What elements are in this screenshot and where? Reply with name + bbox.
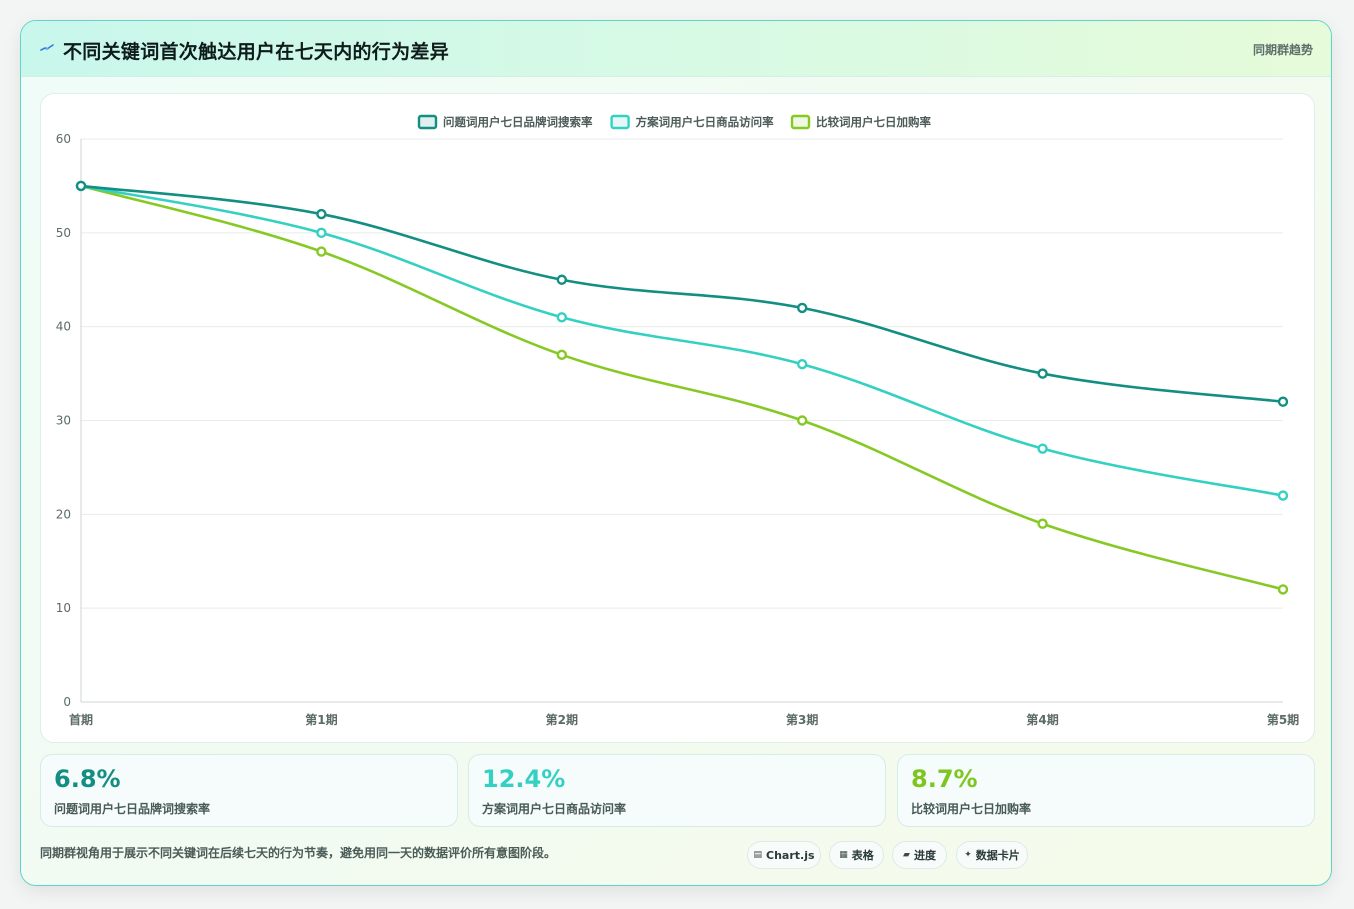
y-tick-label: 20: [56, 507, 71, 521]
footer-note: 同期群视角用于展示不同关键词在后续七天的行为节奏，避免用同一天的数据评价所有意图…: [40, 846, 557, 860]
data-point[interactable]: [797, 415, 808, 426]
chart-series: [75, 180, 1289, 595]
data-point[interactable]: [316, 246, 327, 257]
chart-axes: 0 10 20 30 40 50 60 首期 第1期 第2期 第3期 第4期 第5期: [56, 132, 1299, 727]
pill-label: 数据卡片: [975, 849, 1020, 862]
data-point[interactable]: [797, 302, 808, 314]
legend-label: 比较词用户七日加购率: [816, 115, 931, 129]
data-point[interactable]: [556, 274, 567, 285]
pill-table[interactable]: ▦ 表格: [829, 841, 884, 869]
page-title: 不同关键词首次触达用户在七天内的行为差异: [63, 41, 450, 63]
x-tick-label: 第2期: [546, 712, 578, 727]
pill-chartjs[interactable]: ▤ Chart.js: [747, 841, 821, 869]
kpi-card-brand-search: 6.8% 问题词用户七日品牌词搜索率: [40, 754, 458, 827]
data-point[interactable]: [75, 180, 87, 192]
y-tick-label: 60: [56, 132, 71, 146]
pill-label: 进度: [913, 849, 936, 862]
legend-swatch: [417, 114, 438, 130]
series-2: [75, 180, 1289, 595]
x-tick-label: 第1期: [305, 712, 337, 727]
series-line: [80, 184, 1284, 497]
series-1: [75, 180, 1289, 501]
x-tick-label: 第4期: [1026, 712, 1058, 727]
card-header: 不同关键词首次触达用户在七天内的行为差异 同期群趋势: [21, 21, 1331, 77]
pill-progress[interactable]: ▰ 进度: [892, 841, 947, 869]
data-point[interactable]: [316, 208, 327, 220]
y-tick-label: 40: [56, 320, 71, 334]
chart-panel: 0 10 20 30 40 50 60 首期 第1期 第2期 第3期 第4期 第5期 问题词用户七日品牌…: [40, 93, 1315, 743]
header-tag: 同期群趋势: [1252, 43, 1313, 57]
data-point[interactable]: [1277, 396, 1289, 407]
data-point[interactable]: [1277, 490, 1289, 501]
series-line: [80, 184, 1284, 404]
pill-label: Chart.js: [766, 848, 815, 862]
chart-icon: ▤: [753, 850, 762, 860]
data-point[interactable]: [556, 349, 567, 361]
y-tick-label: 10: [56, 601, 71, 615]
kpi-label: 比较词用户七日加购率: [911, 802, 1032, 816]
data-point[interactable]: [797, 359, 808, 370]
data-point[interactable]: [556, 312, 567, 323]
legend-swatch: [790, 114, 811, 130]
y-tick-label: 30: [56, 414, 71, 428]
pulse-icon: [40, 44, 54, 51]
chart-legend: 问题词用户七日品牌词搜索率 方案词用户七日商品访问率 比较词用户七日加购率: [417, 114, 931, 130]
chart-grid: [81, 138, 1283, 703]
legend-item[interactable]: 方案词用户七日商品访问率: [610, 114, 774, 130]
y-tick-label: 50: [56, 226, 71, 240]
kpi-card-add-to-cart: 8.7% 比较词用户七日加购率: [897, 754, 1315, 827]
legend-item[interactable]: 比较词用户七日加购率: [790, 114, 931, 130]
progress-icon: ▰: [903, 850, 910, 860]
data-point[interactable]: [1037, 443, 1048, 454]
y-tick-label: 0: [63, 695, 71, 709]
kpi-card-product-visit: 12.4% 方案词用户七日商品访问率: [468, 754, 886, 827]
data-point[interactable]: [1277, 584, 1289, 595]
legend-label: 方案词用户七日商品访问率: [636, 115, 774, 129]
data-point[interactable]: [1037, 518, 1048, 529]
kpi-value: 8.7%: [911, 765, 978, 793]
x-tick-label: 第5期: [1267, 712, 1299, 727]
card-icon: ✦: [964, 850, 972, 860]
line-chart: 0 10 20 30 40 50 60 首期 第1期 第2期 第3期 第4期 第5期 问题词用户七日品牌…: [56, 114, 1299, 727]
series-line: [80, 184, 1284, 591]
data-point[interactable]: [1037, 368, 1048, 379]
series-0: [75, 180, 1289, 407]
kpi-value: 12.4%: [482, 765, 566, 793]
x-tick-label: 首期: [69, 712, 93, 727]
kpi-value: 6.8%: [54, 765, 121, 793]
legend-label: 问题词用户七日品牌词搜索率: [443, 115, 593, 129]
kpi-label: 问题词用户七日品牌词搜索率: [54, 802, 211, 816]
legend-item[interactable]: 问题词用户七日品牌词搜索率: [417, 114, 593, 130]
kpi-label: 方案词用户七日商品访问率: [482, 802, 627, 816]
table-icon: ▦: [839, 850, 848, 860]
legend-swatch: [610, 114, 630, 130]
dashboard-card: 不同关键词首次触达用户在七天内的行为差异 同期群趋势 0 10 20 30 40 50 60…: [20, 20, 1332, 886]
x-tick-label: 第3期: [786, 712, 818, 727]
pill-data-card[interactable]: ✦ 数据卡片: [956, 841, 1028, 869]
data-point[interactable]: [316, 227, 327, 239]
pill-label: 表格: [851, 849, 874, 862]
